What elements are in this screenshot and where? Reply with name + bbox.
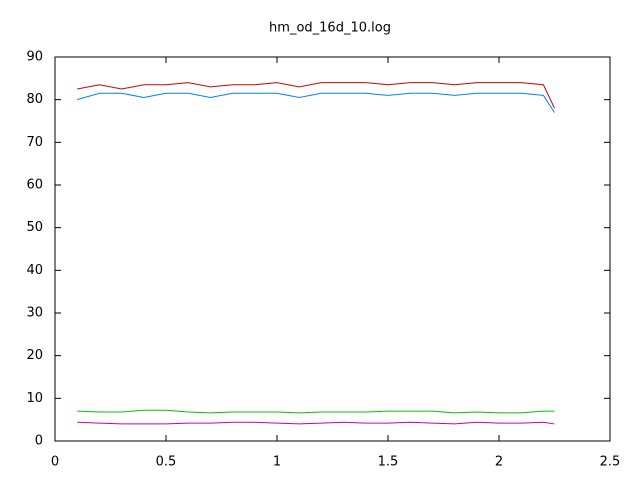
y-tick-label: 60 bbox=[26, 178, 43, 193]
y-tick-label: 0 bbox=[35, 434, 43, 449]
chart-title: hm_od_16d_10.log bbox=[269, 21, 391, 36]
y-tick-label: 50 bbox=[26, 220, 43, 235]
x-tick-label: 2.5 bbox=[600, 455, 621, 470]
x-tick-label: 2 bbox=[495, 455, 503, 470]
y-tick-label: 10 bbox=[26, 391, 43, 406]
x-tick-label: 1 bbox=[273, 455, 281, 470]
series-line bbox=[77, 421, 555, 425]
y-tick-label: 90 bbox=[26, 50, 43, 65]
y-tick-label: 40 bbox=[26, 263, 43, 278]
y-tick-label: 80 bbox=[26, 92, 43, 107]
x-tick-label: 1.5 bbox=[378, 455, 399, 470]
y-tick-label: 70 bbox=[26, 135, 43, 150]
y-tick-label: 20 bbox=[26, 348, 43, 363]
x-tick-label: 0 bbox=[51, 455, 59, 470]
series-line bbox=[77, 82, 555, 109]
x-tick-label: 0.5 bbox=[156, 455, 177, 470]
series-line bbox=[77, 92, 555, 113]
series-line bbox=[77, 409, 555, 414]
y-tick-label: 30 bbox=[26, 306, 43, 321]
plot-frame bbox=[54, 56, 611, 442]
